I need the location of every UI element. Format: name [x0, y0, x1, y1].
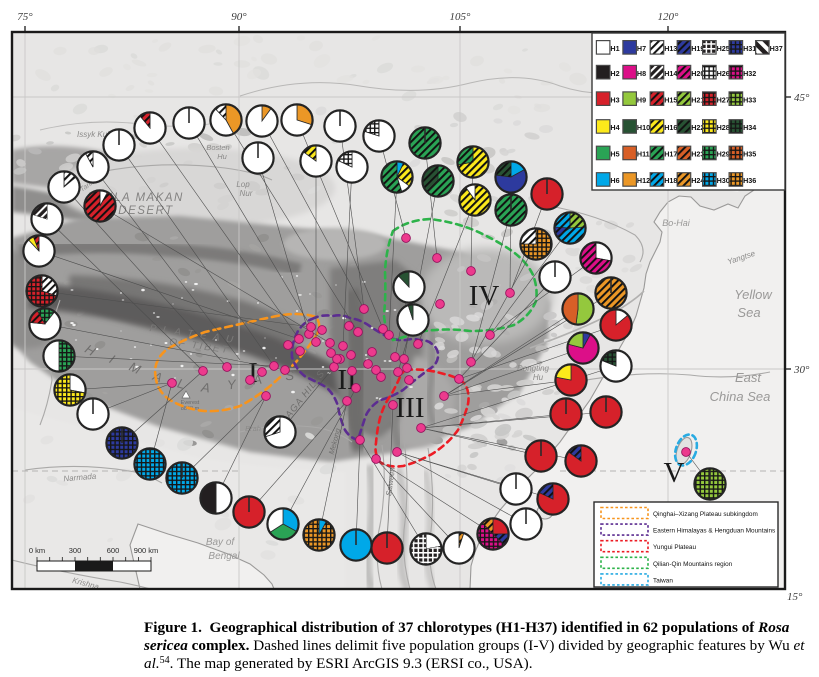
svg-text:H11: H11: [637, 150, 650, 159]
svg-text:Hu: Hu: [533, 373, 544, 382]
svg-text:H17: H17: [664, 150, 677, 159]
svg-text:Y: Y: [226, 376, 238, 392]
svg-text:H25: H25: [717, 44, 730, 53]
svg-text:0 km: 0 km: [29, 546, 45, 555]
svg-text:Bay of: Bay of: [206, 537, 236, 548]
svg-text:H10: H10: [637, 123, 650, 132]
svg-text:15°: 15°: [787, 591, 803, 603]
svg-text:Hu: Hu: [217, 152, 227, 161]
svg-text:S: S: [285, 368, 295, 384]
svg-text:Brah: Brah: [245, 424, 261, 433]
svg-text:H4: H4: [610, 123, 619, 132]
svg-text:105°: 105°: [450, 11, 472, 23]
svg-text:H15: H15: [664, 95, 677, 104]
svg-text:H33: H33: [743, 95, 756, 104]
svg-text:H7: H7: [637, 44, 646, 53]
svg-text:Bosten: Bosten: [206, 143, 229, 152]
svg-text:90°: 90°: [231, 11, 247, 23]
svg-text:600: 600: [107, 546, 120, 555]
svg-text:Everest: Everest: [181, 400, 200, 406]
svg-text:H36: H36: [743, 176, 756, 185]
svg-text:H22: H22: [691, 123, 704, 132]
svg-text:H18: H18: [664, 176, 677, 185]
svg-text:H27: H27: [717, 95, 730, 104]
svg-text:A: A: [251, 372, 263, 388]
svg-text:Bo-Hai: Bo-Hai: [662, 218, 691, 228]
svg-text:H2: H2: [610, 69, 619, 78]
svg-text:H19: H19: [691, 44, 704, 53]
svg-text:Lop: Lop: [236, 180, 250, 189]
svg-text:120°: 120°: [658, 11, 680, 23]
svg-text:H24: H24: [691, 176, 704, 185]
svg-text:A: A: [199, 379, 211, 395]
svg-text:V: V: [664, 457, 685, 489]
svg-text:al.54. The map generated by ES: al.54. The map generated by ESRI ArcGIS …: [144, 655, 533, 673]
svg-text:IV: IV: [469, 280, 500, 312]
svg-text:H3: H3: [610, 95, 619, 104]
svg-text:300: 300: [69, 546, 82, 555]
svg-text:900 km: 900 km: [134, 546, 159, 555]
svg-text:Dongting: Dongting: [517, 364, 550, 373]
svg-text:Qinghai–Xizang Plateau subking: Qinghai–Xizang Plateau subkingdom: [653, 511, 758, 518]
svg-text:H6: H6: [610, 176, 619, 185]
svg-text:H32: H32: [743, 69, 756, 78]
svg-text:H35: H35: [743, 150, 756, 159]
svg-text:H12: H12: [637, 176, 650, 185]
svg-text:Nur: Nur: [240, 189, 253, 198]
svg-text:East: East: [735, 370, 762, 385]
svg-text:Sea: Sea: [737, 305, 760, 320]
svg-text:L: L: [176, 375, 187, 391]
svg-text:Figure 1. Geographical distri: Figure 1. Geographical distribution of 3…: [144, 619, 790, 636]
svg-text:Issyk Kul: Issyk Kul: [77, 130, 109, 139]
svg-text:DESERT: DESERT: [118, 205, 173, 217]
svg-text:I: I: [107, 352, 118, 367]
svg-text:H30: H30: [717, 176, 730, 185]
svg-text:H13: H13: [664, 44, 677, 53]
svg-text:III: III: [396, 392, 425, 424]
svg-text:I: I: [248, 357, 258, 389]
svg-text:H5: H5: [610, 150, 619, 159]
svg-text:Eastern Himalayas & Hengduan M: Eastern Himalayas & Hengduan Mountains: [653, 528, 775, 535]
svg-text:H20: H20: [691, 69, 704, 78]
svg-text:H23: H23: [691, 150, 704, 159]
svg-text:H16: H16: [664, 123, 677, 132]
svg-text:30°: 30°: [793, 364, 810, 376]
svg-text:Yungui Plateau: Yungui Plateau: [653, 544, 696, 551]
svg-text:H21: H21: [691, 95, 704, 104]
svg-text:Yellow: Yellow: [734, 287, 773, 302]
svg-text:75°: 75°: [17, 11, 33, 23]
svg-text:45°: 45°: [794, 92, 810, 104]
svg-text:Salween: Salween: [384, 467, 397, 497]
svg-text:H34: H34: [743, 123, 756, 132]
svg-text:H29: H29: [717, 150, 730, 159]
svg-text:Bengal: Bengal: [208, 551, 240, 562]
svg-text:H37: H37: [770, 44, 783, 53]
svg-text:H31: H31: [743, 44, 756, 53]
svg-text:H9: H9: [637, 95, 646, 104]
svg-text:H8: H8: [637, 69, 646, 78]
svg-text:H28: H28: [717, 123, 730, 132]
svg-text:H1: H1: [610, 44, 619, 53]
svg-text:Taiwan: Taiwan: [653, 577, 673, 584]
svg-text:H26: H26: [717, 69, 730, 78]
svg-text:Narmada: Narmada: [63, 472, 97, 484]
svg-text:sericea complex. Dashed lines: sericea complex. Dashed lines delimit fi…: [143, 637, 805, 654]
svg-text:China Sea: China Sea: [710, 389, 771, 404]
svg-text:Qilian-Qin Mountains region: Qilian-Qin Mountains region: [653, 561, 733, 568]
svg-text:H14: H14: [664, 69, 677, 78]
